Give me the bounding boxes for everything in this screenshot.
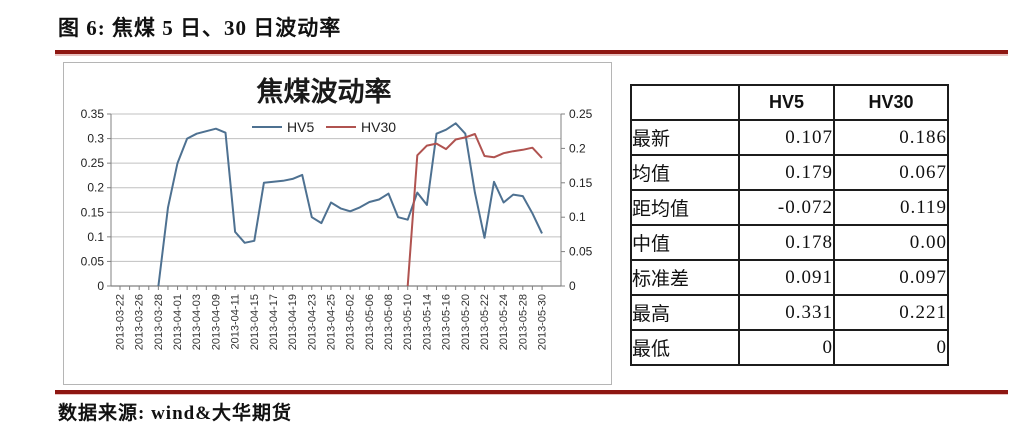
hv30-value: 0.097: [833, 259, 949, 296]
x-tick-label: 2013-05-22: [479, 294, 491, 350]
chart-title: 焦煤波动率: [257, 76, 392, 107]
col-header-hv30: HV30: [833, 84, 949, 121]
hv30-value: 0.00: [833, 224, 949, 261]
row-label: 最高: [630, 294, 740, 331]
x-tick-label: 2013-03-28: [153, 294, 165, 350]
x-tick-label: 2013-05-08: [383, 294, 395, 350]
hv5-value: 0.331: [738, 294, 835, 331]
volatility-chart: 0 0.05 0.1 0.15 0.2 0.25 0.3 0.35 0 0.05 0.1 0.15 0.…: [81, 76, 593, 350]
hv30-value: 0.221: [833, 294, 949, 331]
x-tick-label: 2013-05-10: [402, 294, 414, 350]
data-source-note: 数据来源: wind&大华期货: [58, 403, 293, 424]
hv5-value: 0.107: [738, 119, 835, 156]
legend-hv30-label: HV30: [361, 119, 396, 135]
chart-panel: 0 0.05 0.1 0.15 0.2 0.25 0.3 0.35 0 0.05 0.1 0.15 0.…: [63, 62, 612, 385]
y-tick-label-left: 0: [97, 279, 104, 293]
table-row: 中值 0.178 0.00: [630, 224, 949, 261]
col-header-blank: [630, 84, 740, 121]
table-header-row: HV5 HV30: [630, 84, 949, 121]
hv5-value: 0.091: [738, 259, 835, 296]
table-row: 最低 0 0: [630, 329, 949, 366]
x-tick-label: 2013-05-16: [441, 294, 453, 350]
page-title: 图 6: 焦煤 5 日、30 日波动率: [58, 16, 342, 40]
hv30-value: 0.067: [833, 154, 949, 191]
table-row: 标准差 0.091 0.097: [630, 259, 949, 296]
hv5-value: 0: [738, 329, 835, 366]
x-tick-label: 2013-04-01: [172, 294, 184, 350]
y-tick-label-right: 0: [569, 279, 576, 293]
bottom-divider-rule: [55, 390, 1008, 395]
table-row: 均值 0.179 0.067: [630, 154, 949, 191]
hv5-line: [157, 122, 543, 287]
row-label: 标准差: [630, 259, 740, 296]
y-tick-label-left: 0.3: [87, 132, 104, 146]
x-tick-label: 2013-04-15: [249, 294, 261, 350]
x-tick-label: 2013-04-03: [191, 294, 203, 350]
y-tick-label-left: 0.2: [87, 181, 104, 195]
y-tick-label-left: 0.1: [87, 230, 104, 244]
x-tick-label: 2013-03-22: [115, 294, 127, 350]
stats-table: HV5 HV30 最新 0.107 0.186 均值 0.179 0.067 距均值 -0.0…: [630, 84, 949, 366]
x-tick-label: 2013-05-14: [421, 294, 433, 350]
y-tick-label-right: 0.1: [569, 210, 586, 224]
x-tick-label: 2013-05-06: [364, 294, 376, 350]
x-tick-label: 2013-04-17: [268, 294, 280, 350]
x-tick-label: 2013-05-20: [460, 294, 472, 350]
y-tick-label-left: 0.35: [81, 107, 105, 121]
hv30-line: [406, 133, 543, 287]
x-tick-label: 2013-05-28: [517, 294, 529, 350]
y-tick-label-right: 0.2: [569, 141, 586, 155]
hv5-value: 0.178: [738, 224, 835, 261]
x-tick-label: 2013-05-24: [498, 294, 510, 350]
legend-hv5-label: HV5: [287, 119, 314, 135]
table-row: 最新 0.107 0.186: [630, 119, 949, 156]
x-tick-label: 2013-05-30: [537, 294, 549, 350]
x-tick-label: 2013-04-19: [287, 294, 299, 350]
hv5-value: 0.179: [738, 154, 835, 191]
row-label: 最低: [630, 329, 740, 366]
x-tick-label: 2013-05-02: [345, 294, 357, 350]
y-tick-label-right: 0.15: [569, 176, 593, 190]
hv30-value: 0: [833, 329, 949, 366]
row-label: 最新: [630, 119, 740, 156]
row-label: 均值: [630, 154, 740, 191]
y-tick-label-left: 0.15: [81, 205, 105, 219]
x-tick-label: 2013-04-09: [210, 294, 222, 350]
x-tick-label: 2013-04-23: [306, 294, 318, 350]
table-row: 距均值 -0.072 0.119: [630, 189, 949, 226]
hv5-value: -0.072: [738, 189, 835, 226]
y-tick-label-right: 0.25: [569, 107, 593, 121]
y-tick-label-right: 0.05: [569, 245, 593, 259]
col-header-hv5: HV5: [738, 84, 835, 121]
x-tick-label: 2013-04-11: [230, 294, 242, 349]
row-label: 中值: [630, 224, 740, 261]
hv30-value: 0.186: [833, 119, 949, 156]
x-tick-label: 2013-03-26: [134, 294, 146, 350]
y-tick-label-left: 0.25: [81, 156, 105, 170]
top-divider-rule: [55, 50, 1008, 56]
x-tick-label: 2013-04-25: [326, 294, 338, 350]
table-row: 最高 0.331 0.221: [630, 294, 949, 331]
row-label: 距均值: [630, 189, 740, 226]
hv30-value: 0.119: [833, 189, 949, 226]
y-tick-label-left: 0.05: [81, 254, 105, 268]
